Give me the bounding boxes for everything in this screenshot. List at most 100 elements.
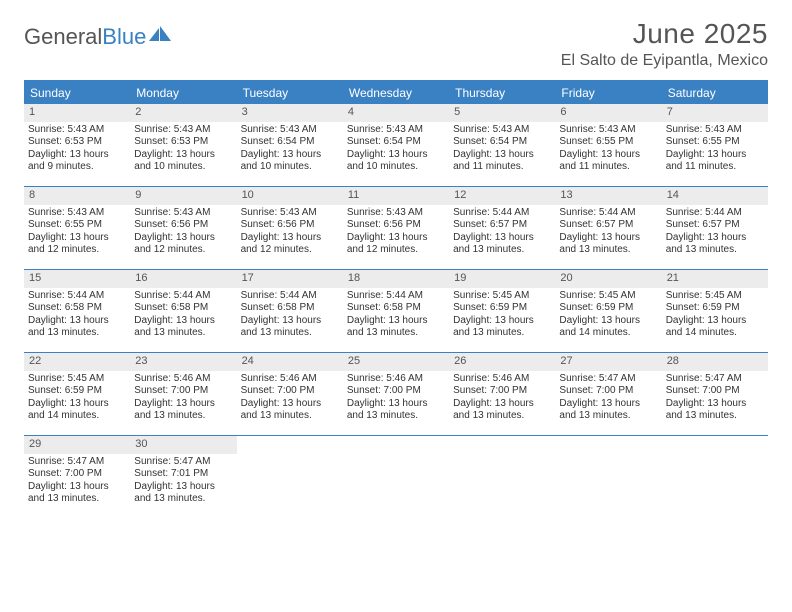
sunrise-line: Sunrise: 5:43 AM [666, 124, 764, 137]
day-number: 28 [662, 353, 768, 371]
day-body: Sunrise: 5:43 AMSunset: 6:54 PMDaylight:… [449, 124, 555, 178]
day-number: 8 [24, 187, 130, 205]
day-cell: 18Sunrise: 5:44 AMSunset: 6:58 PMDayligh… [343, 270, 449, 352]
daylight-line: Daylight: 13 hours and 13 minutes. [241, 315, 339, 340]
day-cell: 25Sunrise: 5:46 AMSunset: 7:00 PMDayligh… [343, 353, 449, 435]
sunset-line: Sunset: 6:57 PM [453, 219, 551, 232]
day-body: Sunrise: 5:44 AMSunset: 6:58 PMDaylight:… [24, 290, 130, 344]
sunset-line: Sunset: 6:56 PM [134, 219, 232, 232]
sunset-line: Sunset: 6:55 PM [28, 219, 126, 232]
week-row: 22Sunrise: 5:45 AMSunset: 6:59 PMDayligh… [24, 353, 768, 436]
dayhead-wed: Wednesday [343, 82, 449, 104]
sunset-line: Sunset: 6:57 PM [666, 219, 764, 232]
day-number: 27 [555, 353, 661, 371]
day-cell: 21Sunrise: 5:45 AMSunset: 6:59 PMDayligh… [662, 270, 768, 352]
brand-logo: GeneralBlue [24, 18, 173, 50]
daylight-line: Daylight: 13 hours and 13 minutes. [453, 315, 551, 340]
day-body: Sunrise: 5:43 AMSunset: 6:55 PMDaylight:… [662, 124, 768, 178]
sunrise-line: Sunrise: 5:46 AM [134, 373, 232, 386]
day-number: 24 [237, 353, 343, 371]
sunrise-line: Sunrise: 5:44 AM [241, 290, 339, 303]
sunrise-line: Sunrise: 5:44 AM [347, 290, 445, 303]
daylight-line: Daylight: 13 hours and 11 minutes. [559, 149, 657, 174]
daylight-line: Daylight: 13 hours and 14 minutes. [559, 315, 657, 340]
daylight-line: Daylight: 13 hours and 14 minutes. [28, 398, 126, 423]
sunset-line: Sunset: 6:58 PM [28, 302, 126, 315]
day-body: Sunrise: 5:44 AMSunset: 6:57 PMDaylight:… [662, 207, 768, 261]
sunset-line: Sunset: 6:53 PM [134, 136, 232, 149]
day-body: Sunrise: 5:46 AMSunset: 7:00 PMDaylight:… [343, 373, 449, 427]
day-cell: 17 Sunrise: 5:44 AMSunset: 6:58 PMDayligh… [237, 270, 343, 352]
daylight-line: Daylight: 13 hours and 13 minutes. [666, 398, 764, 423]
sunset-line: Sunset: 7:00 PM [347, 385, 445, 398]
sunrise-line: Sunrise: 5:46 AM [241, 373, 339, 386]
daylight-line: Daylight: 13 hours and 11 minutes. [666, 149, 764, 174]
day-cell: 20Sunrise: 5:45 AMSunset: 6:59 PMDayligh… [555, 270, 661, 352]
day-body: Sunrise: 5:47 AMSunset: 7:01 PMDaylight:… [130, 456, 236, 510]
sunset-line: Sunset: 6:54 PM [347, 136, 445, 149]
daylight-line: Daylight: 13 hours and 13 minutes. [28, 315, 126, 340]
dayhead-tue: Tuesday [237, 82, 343, 104]
day-body: Sunrise: 5:43 AMSunset: 6:53 PMDaylight:… [24, 124, 130, 178]
day-number: 12 [449, 187, 555, 205]
sunset-line: Sunset: 6:59 PM [453, 302, 551, 315]
dayhead-sat: Saturday [662, 82, 768, 104]
sunrise-line: Sunrise: 5:43 AM [28, 207, 126, 220]
day-number: 17 [237, 270, 343, 288]
daylight-line: Daylight: 13 hours and 13 minutes. [134, 481, 232, 506]
sunset-line: Sunset: 7:00 PM [559, 385, 657, 398]
daylight-line: Daylight: 13 hours and 14 minutes. [666, 315, 764, 340]
day-cell [449, 436, 555, 518]
dayhead-mon: Monday [130, 82, 236, 104]
daylight-line: Daylight: 13 hours and 13 minutes. [241, 398, 339, 423]
sunrise-line: Sunrise: 5:45 AM [453, 290, 551, 303]
sunrise-line: Sunrise: 5:43 AM [134, 124, 232, 137]
day-number: 29 [24, 436, 130, 454]
day-body: Sunrise: 5:43 AMSunset: 6:55 PMDaylight:… [555, 124, 661, 178]
day-body: Sunrise: 5:45 AMSunset: 6:59 PMDaylight:… [449, 290, 555, 344]
sunrise-line: Sunrise: 5:47 AM [134, 456, 232, 469]
day-number: 26 [449, 353, 555, 371]
day-body: Sunrise: 5:46 AMSunset: 7:00 PMDaylight:… [130, 373, 236, 427]
day-cell: 10Sunrise: 5:43 AMSunset: 6:56 PMDayligh… [237, 187, 343, 269]
sunset-line: Sunset: 6:58 PM [134, 302, 232, 315]
day-body: Sunrise: 5:44 AMSunset: 6:58 PMDaylight:… [237, 290, 343, 344]
sunset-line: Sunset: 7:00 PM [666, 385, 764, 398]
day-body: Sunrise: 5:47 AMSunset: 7:00 PMDaylight:… [555, 373, 661, 427]
sunset-line: Sunset: 6:59 PM [28, 385, 126, 398]
day-number: 11 [343, 187, 449, 205]
sunrise-line: Sunrise: 5:46 AM [347, 373, 445, 386]
weeks-container: 1Sunrise: 5:43 AMSunset: 6:53 PMDaylight… [24, 104, 768, 518]
sunrise-line: Sunrise: 5:43 AM [453, 124, 551, 137]
brand-part2: Blue [102, 24, 146, 50]
sunrise-line: Sunrise: 5:47 AM [666, 373, 764, 386]
sunrise-line: Sunrise: 5:43 AM [241, 124, 339, 137]
day-cell: 22Sunrise: 5:45 AMSunset: 6:59 PMDayligh… [24, 353, 130, 435]
daylight-line: Daylight: 13 hours and 12 minutes. [347, 232, 445, 257]
day-body: Sunrise: 5:43 AMSunset: 6:54 PMDaylight:… [237, 124, 343, 178]
sunset-line: Sunset: 6:53 PM [28, 136, 126, 149]
day-cell: 23Sunrise: 5:46 AMSunset: 7:00 PMDayligh… [130, 353, 236, 435]
sunset-line: Sunset: 6:58 PM [241, 302, 339, 315]
calendar-grid: Sunday Monday Tuesday Wednesday Thursday… [24, 80, 768, 518]
week-row: 29Sunrise: 5:47 AMSunset: 7:00 PMDayligh… [24, 436, 768, 518]
day-cell: 9Sunrise: 5:43 AMSunset: 6:56 PMDaylight… [130, 187, 236, 269]
day-number: 3 [237, 104, 343, 122]
day-number: 7 [662, 104, 768, 122]
day-number: 2 [130, 104, 236, 122]
sunrise-line: Sunrise: 5:44 AM [559, 207, 657, 220]
day-number: 13 [555, 187, 661, 205]
sunset-line: Sunset: 7:00 PM [241, 385, 339, 398]
dayhead-sun: Sunday [24, 82, 130, 104]
day-cell: 8Sunrise: 5:43 AMSunset: 6:55 PMDaylight… [24, 187, 130, 269]
week-row: 8 Sunrise: 5:43 AMSunset: 6:55 PM Daylight… [24, 187, 768, 270]
daylight-line: Daylight: 13 hours and 13 minutes. [666, 232, 764, 257]
header: GeneralBlue June 2025 El Salto de Eyipan… [24, 18, 768, 70]
day-cell: 27 Sunrise: 5:47 AMSunset: 7:00 PMDayligh… [555, 353, 661, 435]
dayhead-thu: Thursday [449, 82, 555, 104]
daylight-line: Daylight: 13 hours and 10 minutes. [347, 149, 445, 174]
day-body: Sunrise: 5:45 AMSunset: 6:59 PMDaylight:… [555, 290, 661, 344]
day-cell: 24 Sunrise: 5:46 AMSunset: 7:00 PMDayligh… [237, 353, 343, 435]
day-body: Sunrise: 5:44 AMSunset: 6:58 PMDaylight:… [343, 290, 449, 344]
day-body: Sunrise: 5:45 AMSunset: 6:59 PMDaylight:… [24, 373, 130, 427]
